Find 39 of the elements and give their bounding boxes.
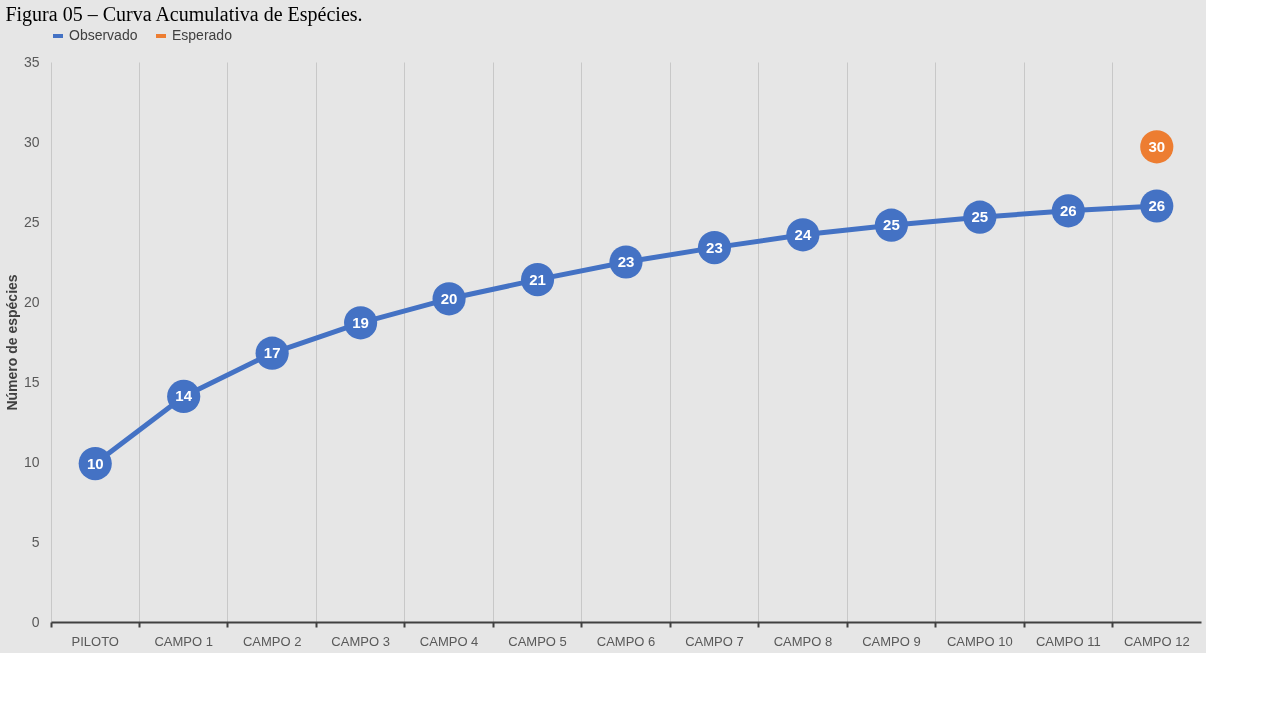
y-tick-label: 20	[23, 293, 40, 310]
x-tick-label: CAMPO 4	[419, 633, 479, 649]
x-tick-label: CAMPO 11	[1035, 633, 1101, 649]
data-label: 14	[175, 387, 193, 405]
y-tick-label: 30	[23, 133, 40, 150]
y-tick-label: 5	[31, 533, 40, 550]
data-label: 30	[1148, 137, 1166, 155]
legend-label: Esperado	[172, 27, 233, 43]
x-tick-label: CAMPO 12	[1123, 633, 1190, 649]
y-tick-label: 35	[23, 53, 40, 70]
chart-title: Figura 05 – Curva Acumulativa de Espécies.	[5, 3, 363, 26]
x-tick-label: CAMPO 10	[946, 633, 1013, 649]
x-tick-label: CAMPO 5	[508, 633, 567, 649]
data-label: 20	[440, 289, 458, 307]
data-label: 23	[617, 253, 635, 270]
x-tick-label: PILOTO	[71, 633, 119, 649]
x-tick-label: CAMPO 2	[242, 633, 302, 649]
data-label: 21	[529, 270, 546, 288]
x-tick-label: CAMPO 1	[154, 633, 213, 649]
data-label: 17	[263, 344, 281, 362]
data-label: 26	[1148, 197, 1166, 214]
data-label: 26	[1059, 201, 1077, 219]
data-label: 24	[794, 225, 812, 243]
legend-label: Observado	[69, 27, 138, 43]
y-tick-label: 10	[23, 453, 40, 470]
y-tick-label: 0	[31, 613, 40, 630]
data-label: 19	[352, 313, 369, 331]
data-label: 10	[86, 454, 104, 472]
data-label: 23	[706, 238, 723, 256]
data-label: 25	[971, 208, 989, 226]
y-axis-title: Número de espécies	[3, 274, 20, 411]
y-tick-label: 15	[23, 373, 40, 390]
x-tick-label: CAMPO 3	[331, 633, 390, 649]
x-tick-label: CAMPO 9	[862, 633, 921, 649]
data-label: 25	[883, 216, 900, 234]
x-tick-label: CAMPO 8	[773, 633, 833, 649]
y-tick-label: 25	[23, 213, 40, 230]
x-tick-label: CAMPO 6	[596, 633, 656, 649]
x-tick-label: CAMPO 7	[685, 633, 744, 649]
